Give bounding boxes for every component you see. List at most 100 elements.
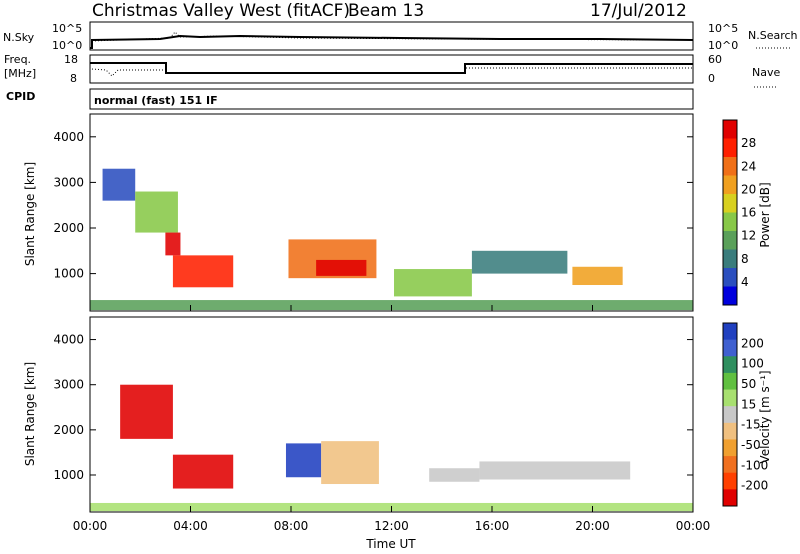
cpid-value: normal (fast) 151 IF — [94, 94, 218, 107]
power-scatter-region-7 — [471, 250, 568, 274]
power-colorbar-frame — [722, 119, 738, 306]
power-colorbar-segment-1 — [723, 138, 737, 158]
power-scatter-region-2 — [165, 232, 181, 256]
power-ylabel: Slant Range [km] — [23, 162, 37, 266]
velocity-y-tick-label-0: 4000 — [53, 333, 84, 347]
power-colorbar-label: Power [dB] — [758, 182, 772, 247]
velocity-scatter-region-2 — [285, 443, 322, 478]
freq-label-1: Freq. — [4, 53, 31, 66]
velocity-colorbar-frame — [722, 322, 738, 507]
velocity-colorbar-tick-7: -200 — [741, 479, 768, 493]
power-colorbar-tick-2: 20 — [741, 182, 756, 196]
freq-tick-low: 8 — [70, 72, 77, 85]
velocity-colorbar-segment-2 — [723, 356, 737, 374]
date-label: 17/Jul/2012 — [590, 1, 687, 21]
power-colorbar-tick-3: 16 — [741, 206, 756, 220]
power-colorbar-segment-4 — [723, 194, 737, 213]
velocity-scatter-region-1 — [172, 454, 234, 489]
velocity-scatter-region-5 — [479, 461, 631, 480]
velocity-colorbar-segment-8 — [723, 456, 737, 474]
power-scatter-region-3 — [172, 255, 234, 288]
velocity-colorbar-tick-6: -100 — [741, 458, 768, 472]
nave-tick-low: 0 — [708, 72, 715, 85]
velocity-plot — [90, 384, 693, 512]
power-y-tick-label-0: 4000 — [53, 130, 84, 144]
noise-right-label: N.Search — [748, 29, 798, 42]
power-colorbar-segment-7 — [723, 249, 737, 269]
power-colorbar-tick-5: 8 — [741, 252, 749, 266]
power-y-ticks: 4000 3000 2000 1000 — [53, 130, 693, 281]
cpid-label: CPID — [6, 90, 35, 103]
velocity-colorbar-tick-3: 15 — [741, 397, 756, 411]
velocity-scatter-region-4 — [429, 468, 480, 482]
velocity-y-tick-label-2: 2000 — [53, 423, 84, 437]
x-axis-label: Time UT — [365, 537, 416, 551]
velocity-colorbar: 200 100 50 15 -15 -50 -100 -200 — [722, 322, 768, 507]
power-plot — [90, 168, 693, 311]
x-tick-label-5: 20:00 — [575, 519, 610, 533]
x-tick-label-3: 12:00 — [374, 519, 409, 533]
nave-label: Nave — [752, 66, 780, 79]
power-colorbar-segment-5 — [723, 212, 737, 232]
velocity-colorbar-segment-9 — [723, 472, 737, 490]
power-scatter-region-0 — [102, 168, 136, 201]
power-colorbar-tick-0: 28 — [741, 136, 756, 150]
power-colorbar: 28 24 20 16 12 8 4 — [722, 119, 756, 306]
x-tick-label-6: 00:00 — [676, 519, 711, 533]
velocity-colorbar-segment-6 — [723, 422, 737, 440]
velocity-ylabel: Slant Range [km] — [23, 362, 37, 466]
velocity-scatter-region-0 — [120, 384, 173, 439]
power-colorbar-segment-8 — [723, 268, 737, 287]
velocity-colorbar-segment-0 — [723, 323, 737, 341]
power-y-tick-label-1: 3000 — [53, 175, 84, 189]
velocity-colorbar-segment-7 — [723, 439, 737, 457]
power-colorbar-segment-6 — [723, 231, 737, 250]
power-scatter-region-8 — [572, 266, 623, 286]
power-scatter-region-6 — [394, 269, 472, 297]
velocity-colorbar-segment-5 — [723, 406, 737, 424]
station-title: Christmas Valley West (fitACF) — [92, 1, 350, 21]
power-colorbar-segment-0 — [723, 120, 737, 139]
noise-panel-frame — [89, 21, 694, 51]
velocity-colorbar-segment-4 — [723, 389, 737, 407]
velocity-colorbar-tick-4: -15 — [741, 418, 761, 432]
velocity-colorbar-tick-5: -50 — [741, 438, 761, 452]
freq-tick-high: 18 — [64, 53, 78, 66]
velocity-y-ticks: 4000 3000 2000 1000 — [53, 333, 693, 482]
velocity-y-tick-label-3: 1000 — [53, 468, 84, 482]
noise-left-tick-high: 10^5 — [52, 22, 82, 35]
freq-line — [90, 62, 693, 74]
power-colorbar-tick-1: 24 — [741, 159, 756, 173]
nave-line — [91, 67, 693, 77]
velocity-y-tick-label-1: 3000 — [53, 378, 84, 392]
x-tick-label-4: 16:00 — [475, 519, 510, 533]
velocity-colorbar-tick-1: 100 — [741, 357, 764, 371]
noise-sky-line — [90, 34, 694, 49]
freq-panel-frame — [89, 54, 694, 84]
velocity-colorbar-segment-3 — [723, 372, 737, 391]
velocity-scatter-region-3 — [321, 441, 379, 485]
x-tick-label-2: 08:00 — [274, 519, 309, 533]
velocity-colorbar-tick-2: 50 — [741, 377, 756, 391]
noise-left-tick-low: 10^0 — [52, 39, 82, 52]
power-colorbar-segment-9 — [723, 286, 737, 306]
velocity-colorbar-segment-1 — [723, 339, 737, 357]
velocity-colorbar-tick-0: 200 — [741, 336, 764, 350]
x-axis-ticks: 00:00 04:00 08:00 12:00 16:00 20:00 00:00 — [73, 305, 711, 533]
power-scatter-region-5 — [316, 259, 367, 276]
power-colorbar-tick-4: 12 — [741, 229, 756, 243]
power-scatter-region-1 — [135, 191, 178, 233]
noise-left-label: N.Sky — [3, 31, 35, 44]
beam-label: Beam 13 — [348, 1, 424, 21]
x-tick-label-1: 04:00 — [173, 519, 208, 533]
velocity-colorbar-segment-10 — [723, 489, 737, 507]
x-tick-label-0: 00:00 — [73, 519, 108, 533]
power-y-tick-label-3: 1000 — [53, 267, 84, 281]
freq-label-2: [MHz] — [4, 67, 36, 80]
noise-right-tick-low: 10^0 — [708, 39, 738, 52]
noise-right-tick-high: 10^5 — [708, 22, 738, 35]
power-y-tick-label-2: 2000 — [53, 221, 84, 235]
velocity-colorbar-label: Velocity [m s⁻¹] — [758, 370, 772, 463]
nave-tick-high: 60 — [708, 53, 722, 66]
